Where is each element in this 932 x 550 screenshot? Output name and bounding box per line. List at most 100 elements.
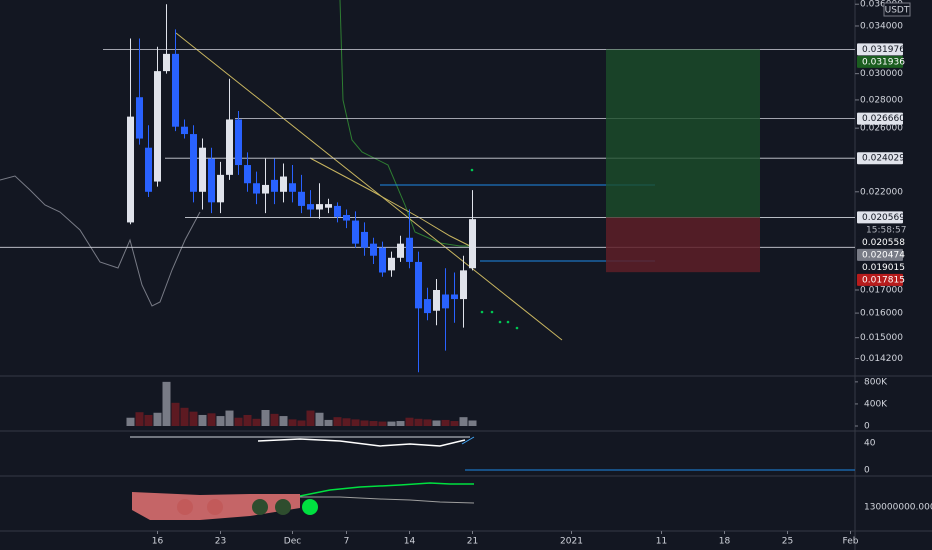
candle-body: [370, 243, 377, 256]
x-tick-label: 18: [719, 537, 731, 547]
price-tag: [857, 261, 903, 274]
candle-body: [397, 243, 404, 258]
volume-bar: [243, 414, 252, 426]
candle-body: [226, 119, 233, 175]
candle-body: [406, 237, 413, 262]
dot: [515, 326, 519, 330]
osc-line: [257, 438, 466, 447]
candle-body: [289, 183, 296, 192]
volume-bar: [126, 417, 135, 426]
volume-bar: [405, 417, 414, 426]
loss-zone: [606, 217, 760, 273]
x-tick-label: 23: [215, 537, 226, 547]
volume-bar: [297, 420, 306, 426]
volume-bar: [270, 413, 279, 426]
y-tick-label: 0.016000: [860, 309, 903, 319]
candle-body: [316, 204, 323, 210]
volume-bar: [396, 421, 405, 426]
candle-body: [433, 290, 440, 311]
volume-bar: [207, 413, 216, 426]
volume-bar: [360, 420, 369, 426]
candle-body: [235, 119, 242, 166]
y-tick-label: 0: [864, 422, 870, 432]
price-tag-label: 0.026660: [862, 114, 905, 124]
price-tag-label: 0.019015: [862, 263, 905, 273]
volume-bar: [171, 402, 180, 426]
candle-body: [262, 184, 269, 194]
circle: [252, 499, 268, 515]
currency-box: [883, 2, 911, 17]
y-tick-label: 0.036000: [860, 0, 903, 10]
candle-body: [442, 294, 449, 309]
candle-body: [280, 176, 287, 192]
price-tag-label: 0.031976: [862, 45, 905, 55]
volume-bar: [387, 421, 396, 426]
volume-bar: [351, 419, 360, 426]
volume-bar: [342, 418, 351, 426]
candle-body: [136, 97, 143, 139]
volume-bar: [252, 418, 261, 426]
candle-body: [388, 257, 395, 271]
price-tag-label: 0.024029: [862, 154, 905, 164]
y-tick-label: 0.014200: [860, 354, 903, 364]
candle-body: [379, 247, 386, 273]
volume-bar: [468, 420, 477, 426]
moving-average: [339, 0, 474, 247]
candle-body: [451, 294, 458, 300]
volume-bar: [333, 417, 342, 426]
volume-bar: [144, 414, 153, 426]
volume-bar: [198, 414, 207, 426]
volume-bar: [414, 418, 423, 426]
x-tick-label: 14: [404, 537, 416, 547]
candle-body: [154, 71, 161, 182]
y-tick-label: 800K: [864, 377, 888, 387]
candle-body: [244, 165, 251, 184]
volume-bar: [279, 416, 288, 426]
y-tick-label: 0.034000: [860, 21, 903, 31]
volume-bar: [378, 421, 387, 426]
x-tick-label: 21: [467, 537, 478, 547]
indicator-line: [300, 496, 475, 504]
y-tick-label: 400K: [864, 399, 888, 409]
circle: [177, 499, 193, 515]
volume-bar: [216, 416, 225, 426]
dot: [470, 168, 474, 172]
circles: [177, 499, 318, 515]
candle-body: [217, 174, 224, 203]
indicator-label: 0: [864, 466, 870, 476]
candle-body: [424, 299, 431, 314]
candle-body: [127, 116, 134, 223]
profit-zone: [606, 49, 760, 218]
candle-body: [172, 53, 179, 127]
candle-body: [253, 183, 260, 194]
candle-body: [469, 219, 476, 269]
dot: [490, 310, 494, 314]
candle-body: [307, 204, 314, 210]
volume-bar: [288, 419, 297, 426]
candle-body: [163, 53, 170, 72]
x-tick-label: 7: [344, 537, 350, 547]
price-tag: [857, 211, 903, 224]
indicator-line: [299, 482, 474, 497]
price-tag: [857, 112, 903, 125]
volume-bar: [225, 410, 234, 426]
candle-body: [343, 214, 350, 221]
x-tick-label: Feb: [843, 537, 859, 547]
dot: [506, 320, 510, 324]
price-tag: [857, 248, 903, 261]
y-tick-label: 0.015000: [860, 333, 903, 343]
candle-body: [352, 220, 359, 244]
circle: [207, 499, 223, 515]
volume-bar: [369, 421, 378, 426]
volume-bar: [162, 381, 171, 426]
volume-bar: [234, 417, 243, 426]
price-tag: [857, 273, 903, 286]
candle-body: [460, 270, 467, 300]
y-tick-label: 0.022000: [860, 187, 903, 197]
candle-body: [334, 205, 341, 217]
price-tag: [857, 152, 903, 165]
osc-line: [461, 436, 475, 445]
indicator-label: 40: [864, 439, 876, 449]
